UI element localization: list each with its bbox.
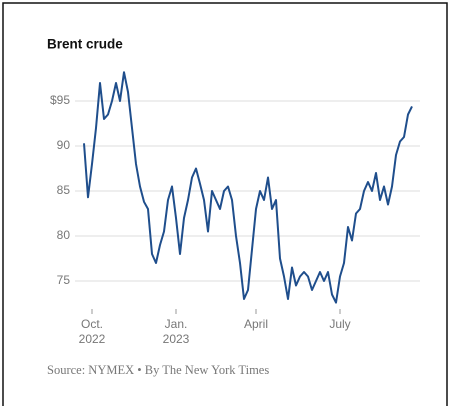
x-tick-label-line: April [244,317,268,331]
price-line [83,71,413,304]
x-tick-label-line: 2023 [163,332,190,346]
source: Source: NYMEX • By The New York Times [47,363,269,377]
y-tick-label: 75 [57,273,71,287]
x-tick-label-line: July [329,317,350,331]
x-tick-label: Jan. 2023 [163,317,190,346]
x-tick-label-line: Jan. [165,317,188,331]
x-tick-label-line: 2022 [79,332,106,346]
x-tick-label: Oct. 2022 [79,317,106,346]
x-tick-label: April [244,317,268,331]
x-tick-label-line: Oct. [81,317,103,331]
y-tick-label: $95 [50,93,70,107]
y-tick-label: 85 [57,183,71,197]
x-tick-label: July [329,317,350,331]
y-tick-label: 90 [57,138,71,152]
chart-title: Brent crude [47,37,123,52]
y-tick-label: 80 [57,228,71,242]
